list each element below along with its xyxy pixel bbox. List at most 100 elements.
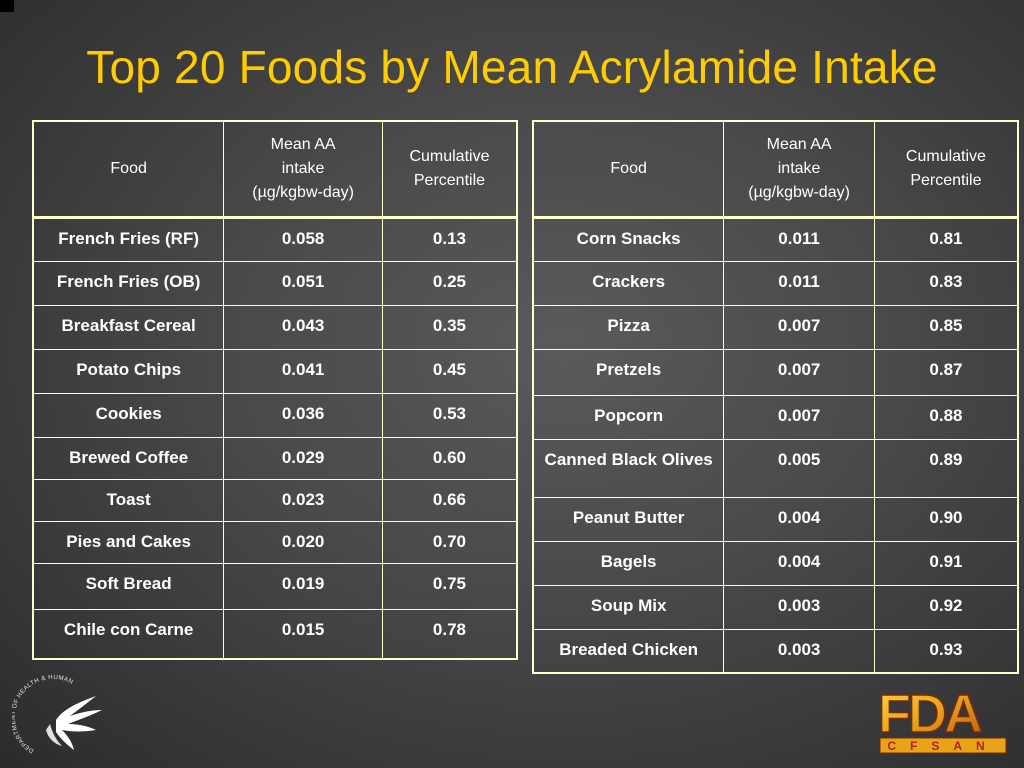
header-cum-line2: Percentile <box>413 171 486 189</box>
food-cell: Breaded Chicken <box>532 628 725 674</box>
cumulative-percentile-cell: 0.13 <box>381 216 518 262</box>
header-mean-line1: Mean AA <box>270 135 336 153</box>
cumulative-percentile-cell: 0.53 <box>381 392 518 438</box>
header-mean-line1: Mean AA <box>766 135 832 153</box>
mean-intake-cell: 0.003 <box>723 584 875 630</box>
table-row: Pies and Cakes 0.020 0.70 <box>32 520 518 564</box>
mean-intake-cell: 0.041 <box>223 348 383 394</box>
left-table: Food Mean AA intake (µg/kgbw-day) Cumula… <box>32 120 518 660</box>
cumulative-percentile-cell: 0.89 <box>873 438 1019 498</box>
food-cell: Chile con Carne <box>32 608 225 660</box>
cumulative-percentile-cell: 0.45 <box>381 348 518 394</box>
header-cum-line1: Cumulative <box>409 147 490 165</box>
fda-text: FDA <box>878 684 982 744</box>
cumulative-percentile-cell: 0.78 <box>381 608 518 660</box>
header-row: Food Mean AA intake (µg/kgbw-day) Cumula… <box>532 120 1019 219</box>
header-food: Food <box>532 120 725 219</box>
cumulative-percentile-cell: 0.25 <box>381 260 518 306</box>
cumulative-percentile-cell: 0.85 <box>873 304 1019 350</box>
mean-intake-cell: 0.004 <box>723 496 875 542</box>
right-table: Food Mean AA intake (µg/kgbw-day) Cumula… <box>532 120 1019 674</box>
table-row: French Fries (OB) 0.051 0.25 <box>32 260 518 306</box>
table-row: Popcorn 0.007 0.88 <box>532 394 1019 440</box>
food-cell: Soup Mix <box>532 584 725 630</box>
table-row: Crackers 0.011 0.83 <box>532 260 1019 306</box>
food-cell: Peanut Butter <box>532 496 725 542</box>
cumulative-percentile-cell: 0.83 <box>873 260 1019 306</box>
food-cell: Crackers <box>532 260 725 306</box>
food-cell: Breakfast Cereal <box>32 304 225 350</box>
mean-intake-cell: 0.004 <box>723 540 875 586</box>
mean-intake-cell: 0.007 <box>723 394 875 440</box>
table-row: Canned Black Olives 0.005 0.89 <box>532 438 1019 498</box>
table-row: Breakfast Cereal 0.043 0.35 <box>32 304 518 350</box>
food-cell: Popcorn <box>532 394 725 440</box>
table-row: Chile con Carne 0.015 0.78 <box>32 608 518 660</box>
cumulative-percentile-cell: 0.91 <box>873 540 1019 586</box>
food-cell: French Fries (RF) <box>32 216 225 262</box>
table-row: Soft Bread 0.019 0.75 <box>32 562 518 610</box>
food-cell: Cookies <box>32 392 225 438</box>
cumulative-percentile-cell: 0.87 <box>873 348 1019 396</box>
table-row: Pretzels 0.007 0.87 <box>532 348 1019 396</box>
cumulative-percentile-cell: 0.90 <box>873 496 1019 542</box>
header-cum-line1: Cumulative <box>905 147 986 165</box>
mean-intake-cell: 0.007 <box>723 304 875 350</box>
table-row: Pizza 0.007 0.85 <box>532 304 1019 350</box>
mean-intake-cell: 0.043 <box>223 304 383 350</box>
cumulative-percentile-cell: 0.88 <box>873 394 1019 440</box>
table-row: Toast 0.023 0.66 <box>32 478 518 522</box>
cumulative-percentile-cell: 0.93 <box>873 628 1019 674</box>
cumulative-percentile-cell: 0.66 <box>381 478 518 522</box>
mean-intake-cell: 0.019 <box>223 562 383 610</box>
header-mean-line2: intake <box>281 159 325 177</box>
header-cumulative-percentile: Cumulative Percentile <box>381 120 518 219</box>
table-row: Soup Mix 0.003 0.92 <box>532 584 1019 630</box>
header-mean-units: (µg/kgbw-day) <box>748 183 850 201</box>
corner-mark <box>0 0 14 12</box>
cumulative-percentile-cell: 0.81 <box>873 216 1019 262</box>
header-mean-aa-intake: Mean AA intake (µg/kgbw-day) <box>723 120 875 219</box>
mean-intake-cell: 0.023 <box>223 478 383 522</box>
mean-intake-cell: 0.036 <box>223 392 383 438</box>
mean-intake-cell: 0.011 <box>723 216 875 262</box>
food-cell: Corn Snacks <box>532 216 725 262</box>
cumulative-percentile-cell: 0.92 <box>873 584 1019 630</box>
food-cell: Canned Black Olives <box>532 438 725 498</box>
food-cell: Brewed Coffee <box>32 436 225 480</box>
mean-intake-cell: 0.020 <box>223 520 383 564</box>
header-row: Food Mean AA intake (µg/kgbw-day) Cumula… <box>32 120 518 219</box>
food-cell: Pizza <box>532 304 725 350</box>
cumulative-percentile-cell: 0.35 <box>381 304 518 350</box>
cumulative-percentile-cell: 0.60 <box>381 436 518 480</box>
header-food: Food <box>32 120 225 219</box>
mean-intake-cell: 0.029 <box>223 436 383 480</box>
food-cell: French Fries (OB) <box>32 260 225 306</box>
cfsan-text: CFSAN <box>887 739 998 753</box>
table-row: Potato Chips 0.041 0.45 <box>32 348 518 394</box>
table-row: Brewed Coffee 0.029 0.60 <box>32 436 518 480</box>
fda-cfsan-logo: FDA CFSAN <box>877 684 1007 754</box>
table-row: Breaded Chicken 0.003 0.93 <box>532 628 1019 674</box>
table-row: Bagels 0.004 0.91 <box>532 540 1019 586</box>
header-mean-aa-intake: Mean AA intake (µg/kgbw-day) <box>223 120 383 219</box>
hhs-seal-logo: DEPARTMENT OF HEALTH & HUMAN SERVICES · … <box>12 672 102 754</box>
mean-intake-cell: 0.007 <box>723 348 875 396</box>
mean-intake-cell: 0.015 <box>223 608 383 660</box>
mean-intake-cell: 0.051 <box>223 260 383 306</box>
food-cell: Pies and Cakes <box>32 520 225 564</box>
cfsan-bar <box>879 737 1007 754</box>
food-cell: Soft Bread <box>32 562 225 610</box>
mean-intake-cell: 0.005 <box>723 438 875 498</box>
mean-intake-cell: 0.003 <box>723 628 875 674</box>
mean-intake-cell: 0.011 <box>723 260 875 306</box>
eagle-profile-icon <box>46 696 102 750</box>
food-cell: Toast <box>32 478 225 522</box>
table-row: Peanut Butter 0.004 0.90 <box>532 496 1019 542</box>
header-cumulative-percentile: Cumulative Percentile <box>873 120 1019 219</box>
header-cum-line2: Percentile <box>910 171 982 189</box>
table-row: Corn Snacks 0.011 0.81 <box>532 216 1019 262</box>
cumulative-percentile-cell: 0.70 <box>381 520 518 564</box>
mean-intake-cell: 0.058 <box>223 216 383 262</box>
table-row: French Fries (RF) 0.058 0.13 <box>32 216 518 262</box>
